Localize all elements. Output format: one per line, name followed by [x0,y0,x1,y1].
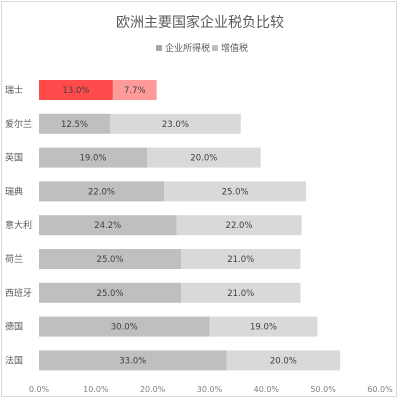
data-label-corporate-tax: 25.0% [97,289,124,299]
bars-group: 瑞士 13.0% 7.7% 爱尔兰 12.5% 23.0% 英国 19.0% 20.0% 瑞典 22… [5,80,341,371]
x-tick-label: 30.0% [197,385,223,394]
x-tick-label: 0.0% [29,385,50,394]
bar-corporate-tax [39,113,111,134]
chart-title: 欧洲主要国家企业税负比较 [116,14,284,31]
data-label-corporate-tax: 30.0% [111,323,138,333]
bar-vat [164,181,307,202]
data-label-vat: 21.0% [227,255,254,265]
x-tick-label: 40.0% [254,385,280,394]
bar-vat [176,215,302,236]
data-label-vat: 25.0% [222,187,249,197]
legend-label-corporate-tax: 企业所得税 [165,42,210,54]
data-label-corporate-tax: 19.0% [79,154,106,164]
bar-vat [181,249,301,269]
legend: 企业所得税 增值税 [156,42,248,54]
category-label: 西班牙 [5,287,32,299]
bar-corporate-tax [39,147,147,168]
category-label: 瑞典 [5,185,23,197]
data-label-vat: 7.7% [124,86,146,96]
bar-vat [112,80,157,100]
x-axis: 0.0% 10.0% 20.0% 30.0% 40.0% 50.0% 60.0% [29,385,393,394]
data-label-corporate-tax: 13.0% [62,86,89,96]
bar-vat [226,350,341,371]
bar-corporate-tax [39,316,210,337]
data-label-vat: 22.0% [226,221,253,231]
x-tick-label: 20.0% [140,385,166,394]
bar-corporate-tax [39,249,182,269]
bar-corporate-tax [39,80,113,100]
bar-corporate-tax [39,215,177,236]
bar-vat [209,316,318,337]
legend-swatch-corporate-tax [156,45,162,51]
legend-label-vat: 增值税 [221,42,248,54]
data-label-corporate-tax: 22.0% [88,187,115,197]
data-label-corporate-tax: 12.5% [61,120,88,130]
x-tick-label: 50.0% [310,385,336,394]
data-label-vat: 23.0% [162,120,189,130]
bar-vat [181,282,301,303]
category-label: 德国 [5,321,23,333]
category-label: 瑞士 [5,84,23,96]
category-label: 法国 [5,354,23,366]
data-label-vat: 19.0% [250,323,277,333]
legend-swatch-vat [212,45,218,51]
category-label: 意大利 [5,219,32,231]
bar-vat [146,147,261,168]
category-label: 荷兰 [5,253,23,265]
bar-corporate-tax [39,282,182,303]
data-label-vat: 20.0% [190,154,217,164]
data-label-corporate-tax: 24.2% [94,221,121,231]
data-label-corporate-tax: 25.0% [97,255,124,265]
bar-corporate-tax [39,181,165,202]
x-tick-label: 60.0% [367,385,393,394]
x-tick-label: 10.0% [83,385,109,394]
data-label-corporate-tax: 33.0% [119,356,146,366]
data-label-vat: 20.0% [270,356,297,366]
category-label: 英国 [5,152,23,164]
data-label-vat: 21.0% [227,289,254,299]
bar-vat [110,113,241,134]
bar-corporate-tax [39,350,227,371]
category-label: 爱尔兰 [5,118,32,130]
